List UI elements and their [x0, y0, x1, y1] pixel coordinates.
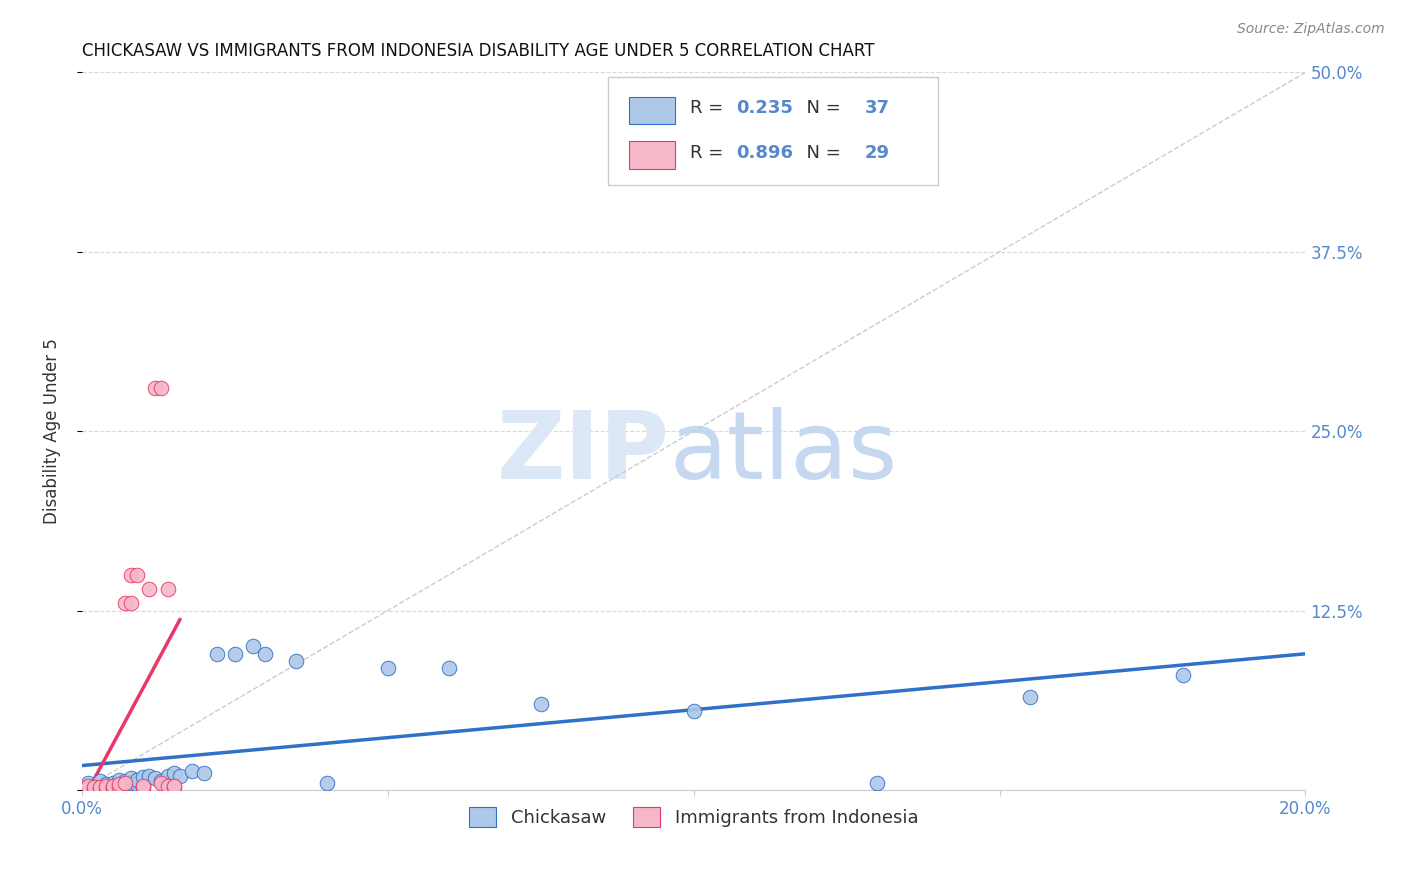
Point — [101, 776, 124, 790]
Point — [143, 381, 166, 395]
Text: 37: 37 — [865, 99, 890, 118]
FancyBboxPatch shape — [607, 78, 938, 185]
Point — [96, 779, 118, 793]
Point — [70, 781, 93, 796]
Point — [205, 647, 228, 661]
Point — [120, 772, 142, 786]
Point — [114, 596, 136, 610]
Point — [163, 765, 186, 780]
Point — [107, 777, 129, 791]
Point — [77, 781, 100, 796]
Point — [120, 596, 142, 610]
Point — [96, 781, 118, 796]
Point — [193, 765, 215, 780]
Point — [83, 780, 105, 794]
Point — [107, 779, 129, 793]
Point — [89, 774, 111, 789]
Point — [163, 780, 186, 794]
Point — [315, 776, 337, 790]
Point — [89, 780, 111, 794]
Point — [377, 661, 399, 675]
Point — [83, 781, 105, 796]
Point — [107, 772, 129, 787]
Point — [1019, 690, 1042, 704]
Point — [138, 582, 160, 596]
Text: atlas: atlas — [669, 407, 897, 499]
Y-axis label: Disability Age Under 5: Disability Age Under 5 — [44, 338, 60, 524]
Point — [114, 774, 136, 789]
Point — [83, 779, 105, 793]
Bar — [628, 141, 675, 169]
Text: 0.235: 0.235 — [737, 99, 793, 118]
Point — [132, 781, 155, 796]
Point — [1171, 668, 1194, 682]
Point — [437, 661, 460, 675]
Point — [89, 781, 111, 796]
Point — [132, 770, 155, 784]
Point — [163, 779, 186, 793]
Point — [101, 780, 124, 794]
Text: R =: R = — [690, 144, 728, 161]
Point — [120, 567, 142, 582]
Point — [101, 781, 124, 796]
Point — [77, 779, 100, 793]
Point — [132, 779, 155, 793]
Point — [101, 779, 124, 793]
Text: R =: R = — [690, 99, 728, 118]
Point — [107, 780, 129, 794]
Point — [138, 768, 160, 782]
Point — [150, 774, 173, 789]
Point — [285, 654, 308, 668]
Text: 29: 29 — [865, 144, 890, 161]
Point — [120, 776, 142, 790]
Point — [156, 582, 179, 596]
Point — [156, 768, 179, 782]
Point — [866, 776, 889, 790]
Point — [156, 779, 179, 793]
Text: ZIP: ZIP — [496, 407, 669, 499]
Point — [114, 776, 136, 790]
Point — [125, 772, 148, 787]
Point — [224, 647, 246, 661]
Point — [101, 780, 124, 794]
Text: Source: ZipAtlas.com: Source: ZipAtlas.com — [1237, 22, 1385, 37]
Legend: Chickasaw, Immigrants from Indonesia: Chickasaw, Immigrants from Indonesia — [463, 799, 925, 835]
Point — [77, 776, 100, 790]
Point — [530, 697, 553, 711]
Point — [242, 640, 264, 654]
Point — [132, 779, 155, 793]
Point — [125, 567, 148, 582]
Text: 0.896: 0.896 — [737, 144, 793, 161]
Point — [150, 381, 173, 395]
Point — [114, 780, 136, 794]
Point — [143, 772, 166, 786]
Bar — [628, 97, 675, 124]
Text: N =: N = — [796, 144, 846, 161]
Point — [254, 647, 277, 661]
Text: N =: N = — [796, 99, 846, 118]
Point — [169, 768, 191, 782]
Text: CHICKASAW VS IMMIGRANTS FROM INDONESIA DISABILITY AGE UNDER 5 CORRELATION CHART: CHICKASAW VS IMMIGRANTS FROM INDONESIA D… — [82, 42, 875, 60]
Point — [181, 764, 204, 779]
Point — [682, 704, 704, 718]
Point — [96, 777, 118, 791]
Point — [125, 777, 148, 791]
Point — [150, 776, 173, 790]
